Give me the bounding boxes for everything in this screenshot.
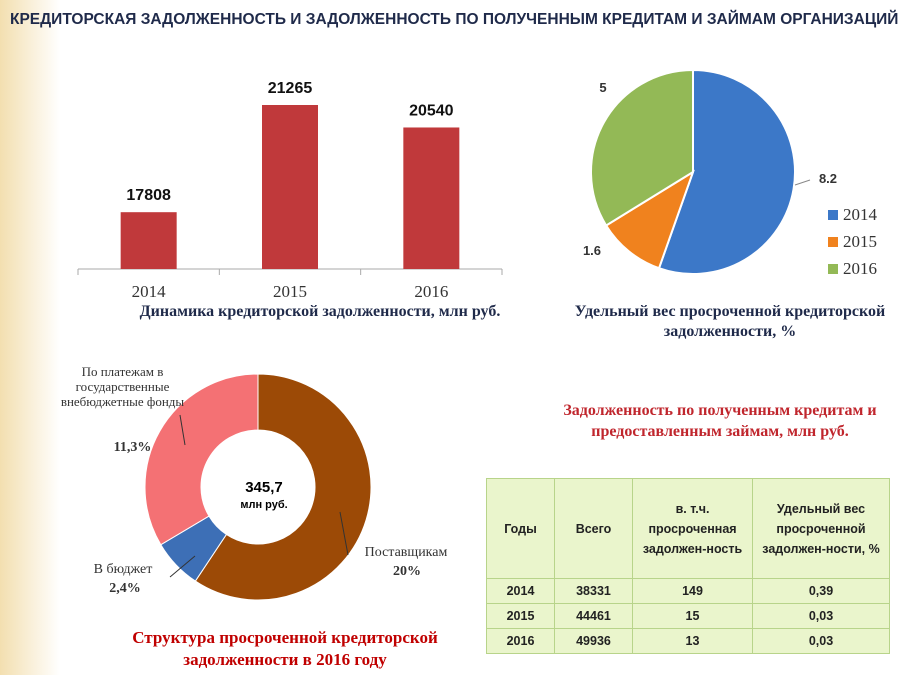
table-cell: 2016 — [486, 628, 555, 654]
leader-line — [794, 179, 811, 186]
legend-label: 2014 — [843, 205, 878, 224]
legend-swatch — [828, 237, 838, 247]
bar — [403, 127, 460, 269]
donut-category: Поставщикам — [365, 545, 448, 560]
leader-line — [339, 511, 349, 556]
legend-swatch — [828, 210, 838, 220]
column-header: в. т.ч. просроченная задолжен-ность — [632, 478, 753, 579]
value-label: 20540 — [409, 102, 454, 119]
table-cell: 0,03 — [752, 628, 890, 654]
x-tick-label: 2014 — [132, 282, 167, 301]
donut-category: По платежам в государственные внебюджетн… — [60, 364, 185, 409]
legend-swatch — [828, 264, 838, 274]
bar — [262, 105, 318, 269]
table-cell: 2015 — [486, 603, 555, 629]
leader-line — [169, 555, 196, 578]
table-title: Задолженность по полученным кредитам и п… — [563, 402, 877, 440]
table-cell: 13 — [632, 628, 753, 654]
data-label: 5 — [599, 80, 606, 95]
column-header: Годы — [486, 478, 555, 579]
table-cell: 44461 — [554, 603, 633, 629]
value-label: 17808 — [126, 187, 171, 204]
table-header: Годы Всего в. т.ч. просроченная задолжен… — [486, 478, 890, 579]
x-tick-label: 2015 — [273, 282, 307, 301]
donut-category: В бюджет — [94, 562, 153, 577]
background — [0, 0, 60, 675]
page-title: КРЕДИТОРСКАЯ ЗАДОЛЖЕННОСТЬ И ЗАДОЛЖЕННОС… — [10, 11, 900, 28]
table-row: 2016 49936 13 0,03 — [486, 628, 890, 654]
data-label: 1.6 — [583, 243, 601, 258]
donut-value-label: 2,4% — [109, 581, 141, 596]
table-cell: 0,03 — [752, 603, 890, 629]
pie-slice — [590, 68, 694, 227]
x-tick-label: 2016 — [414, 282, 448, 301]
legend-label: 2016 — [843, 259, 877, 278]
donut-title: Структура просроченной кредиторской задо… — [132, 628, 438, 669]
pie-slice — [604, 169, 695, 270]
table-row: 2015 44461 15 0,03 — [486, 603, 890, 629]
donut-slice — [144, 373, 259, 546]
table-cell: 149 — [632, 578, 753, 604]
table-cell: 0,39 — [752, 578, 890, 604]
donut-value-label: 20% — [393, 564, 421, 579]
donut-value-label: 11,3% — [113, 440, 152, 455]
column-header: Удельный вес просроченной задолжен-ности… — [752, 478, 890, 579]
bar — [120, 212, 177, 269]
table-cell: 2014 — [486, 578, 555, 604]
value-label: 21265 — [268, 80, 313, 97]
leader-line — [179, 414, 186, 446]
center-unit: млн руб. — [240, 499, 287, 511]
data-table: Годы Всего в. т.ч. просроченная задолжен… — [486, 478, 890, 654]
donut-slice — [194, 373, 372, 601]
legend-label: 2015 — [843, 232, 877, 251]
pie-title: Удельный вес просроченной кредиторской з… — [574, 303, 886, 340]
table-cell: 49936 — [554, 628, 633, 654]
data-label: 8.2 — [819, 171, 837, 186]
table-row: 2014 38331 149 0,39 — [486, 578, 890, 604]
bar-title: Динамика кредиторской задолженности, млн… — [139, 303, 501, 320]
table-cell: 38331 — [554, 578, 633, 604]
table-cell: 15 — [632, 603, 753, 629]
center-label: 345,7 — [245, 479, 283, 496]
column-header: Всего — [554, 478, 633, 579]
